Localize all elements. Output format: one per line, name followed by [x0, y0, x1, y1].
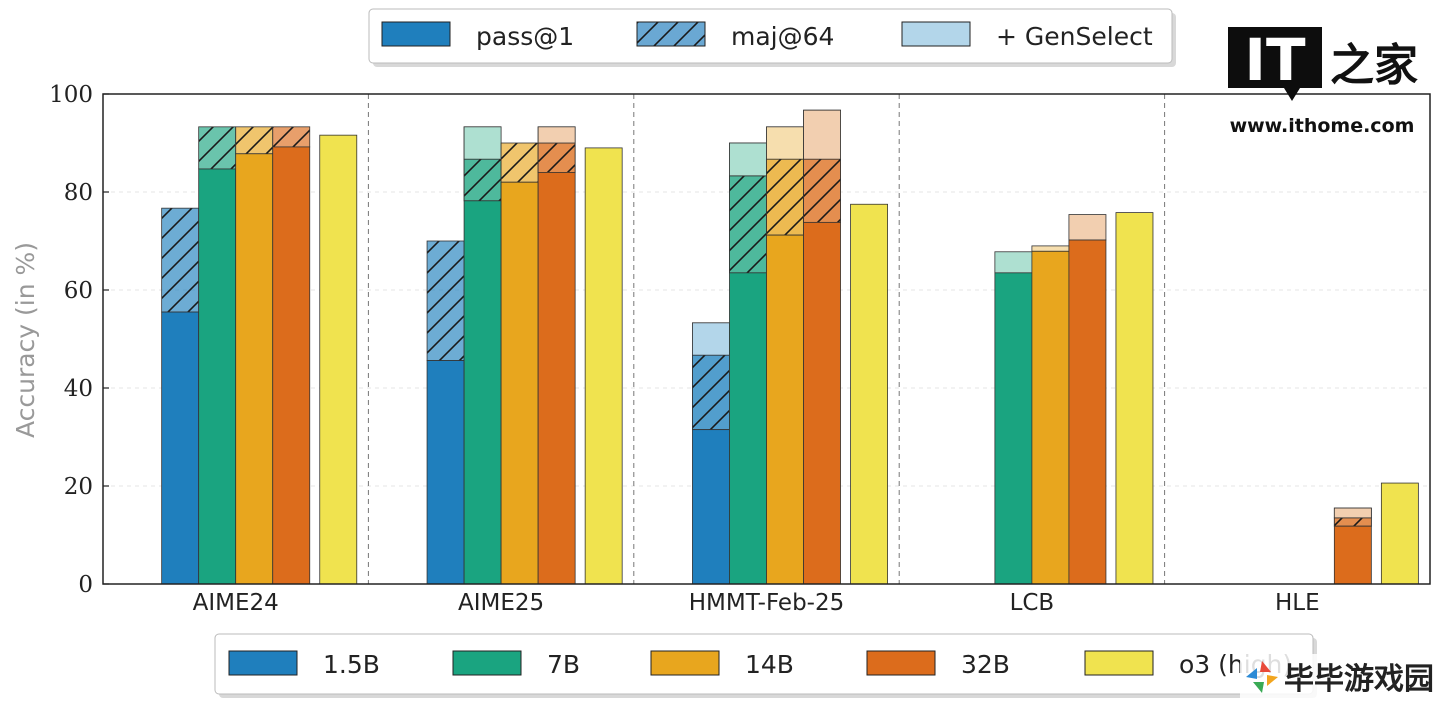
bar-maj64-32B-AIME24	[272, 126, 311, 148]
x-tick-label: LCB	[1010, 590, 1055, 616]
bar-maj64-7B-AIME25	[463, 158, 502, 202]
game-watermark-text: 毕毕游戏园	[1284, 662, 1434, 697]
bar-pass1-o3 (high)-AIME24	[319, 134, 358, 585]
bar-maj64-32B-AIME25	[537, 142, 576, 173]
bar-pass1-14B-LCB	[1031, 250, 1070, 585]
bar-genselect-top-7B-AIME25	[463, 126, 502, 160]
bar-maj64-14B-HMMT-Feb-25	[766, 158, 804, 236]
bar-maj64-1.5B-AIME25	[426, 240, 465, 361]
legend-swatch-pass1	[381, 21, 451, 47]
bar-genselect-top-14B-HMMT-Feb-25	[766, 126, 804, 160]
legend-label-genselect: + GenSelect	[996, 22, 1153, 51]
legend-label-model-2: 14B	[745, 650, 794, 679]
bars	[161, 109, 1419, 585]
bar-pass1-14B-HMMT-Feb-25	[766, 234, 804, 585]
bar-pass1-14B-AIME24	[235, 153, 274, 585]
svg-text:IT: IT	[1244, 26, 1306, 94]
x-ticks: AIME24 AIME25 HMMT-Feb-25 LCB HLE	[193, 590, 1320, 616]
bar-maj64-7B-AIME24	[198, 126, 237, 170]
bar-pass1-o3 (high)-LCB	[1115, 212, 1154, 585]
bar-pass1-7B-LCB	[994, 272, 1033, 585]
bar-maj64-1.5B-AIME24	[161, 207, 200, 313]
bar-genselect-top-32B-AIME25	[537, 126, 576, 144]
legend-swatch-1	[452, 650, 522, 676]
y-axis-label: Accuracy (in %)	[11, 242, 40, 438]
bar-pass1-32B-HLE	[1333, 525, 1372, 585]
bar-pass1-1.5B-HMMT-Feb-25	[692, 429, 730, 585]
grid	[103, 191, 1430, 487]
legend-label-maj64: maj@64	[731, 22, 834, 51]
y-tick-label: 20	[64, 474, 93, 500]
ithome-url: www.ithome.com	[1230, 115, 1415, 137]
legend-swatch-3	[866, 650, 936, 676]
stack-legend: pass@1 maj@64 + GenSelect	[368, 8, 1176, 67]
ithome-watermark: IT 之家 www.ithome.com	[1228, 26, 1418, 137]
y-tick-label: 60	[64, 278, 93, 304]
legend-label-model-0: 1.5B	[323, 650, 380, 679]
game-watermark: 毕毕游戏园	[1240, 654, 1436, 700]
bar-maj64-14B-AIME24	[235, 126, 274, 155]
category-separators	[367, 94, 1166, 584]
legend-label-model-3: 32B	[961, 650, 1010, 679]
bar-pass1-o3 (high)-AIME25	[584, 147, 623, 585]
bar-pass1-7B-AIME24	[198, 168, 237, 585]
y-tick-label: 0	[78, 572, 93, 598]
bar-pass1-32B-AIME25	[537, 171, 576, 585]
bar-genselect-7B-LCB	[994, 251, 1033, 274]
model-legend: 1.5B 7B 14B 32B o3 (high)	[214, 633, 1317, 698]
ithome-logo-chinese: 之家	[1330, 40, 1418, 91]
bar-genselect-top-32B-HMMT-Feb-25	[803, 109, 841, 160]
legend-swatch-genselect	[901, 21, 971, 47]
bar-maj64-32B-HLE	[1333, 517, 1372, 527]
bar-maj64-7B-HMMT-Feb-25	[729, 175, 767, 274]
y-ticks: 0 20 40 60 80 100	[49, 82, 109, 598]
legend-label-model-1: 7B	[547, 650, 580, 679]
x-tick-label: AIME25	[458, 590, 544, 616]
x-tick-label: HMMT-Feb-25	[689, 590, 845, 616]
bar-pass1-1.5B-AIME24	[161, 311, 200, 585]
bar-maj64-14B-AIME25	[500, 142, 539, 183]
legend-swatch-4	[1084, 650, 1154, 676]
bar-genselect-14B-LCB	[1031, 245, 1070, 252]
bar-pass1-32B-HMMT-Feb-25	[803, 221, 841, 585]
bar-genselect-top-32B-HLE	[1333, 507, 1372, 519]
bar-pass1-o3 (high)-HMMT-Feb-25	[850, 203, 888, 585]
bar-pass1-1.5B-AIME25	[426, 360, 465, 585]
bar-maj64-1.5B-HMMT-Feb-25	[692, 354, 730, 431]
bar-pass1-32B-AIME24	[272, 146, 311, 585]
bar-pass1-14B-AIME25	[500, 181, 539, 585]
y-tick-label: 40	[64, 376, 93, 402]
y-tick-label: 100	[49, 82, 93, 108]
bar-pass1-7B-HMMT-Feb-25	[729, 272, 767, 585]
bar-genselect-top-1.5B-HMMT-Feb-25	[692, 322, 730, 356]
bar-maj64-32B-HMMT-Feb-25	[803, 158, 841, 223]
x-tick-label: AIME24	[193, 590, 279, 616]
plot-frame	[102, 93, 1431, 585]
game-logo-icon	[1246, 661, 1278, 693]
ithome-logo-badge	[1228, 27, 1322, 101]
bar-pass1-32B-LCB	[1068, 239, 1107, 585]
legend-swatch-0	[228, 650, 298, 676]
bar-pass1-o3 (high)-HLE	[1380, 482, 1419, 585]
legend-swatch-maj64	[636, 21, 706, 47]
y-tick-label: 80	[64, 180, 93, 206]
bar-pass1-7B-AIME25	[463, 200, 502, 585]
legend-swatch-2	[650, 650, 720, 676]
x-tick-label: HLE	[1275, 590, 1320, 616]
bar-genselect-32B-LCB	[1068, 214, 1107, 241]
legend-label-pass1: pass@1	[476, 22, 574, 51]
bar-genselect-top-7B-HMMT-Feb-25	[729, 142, 767, 177]
